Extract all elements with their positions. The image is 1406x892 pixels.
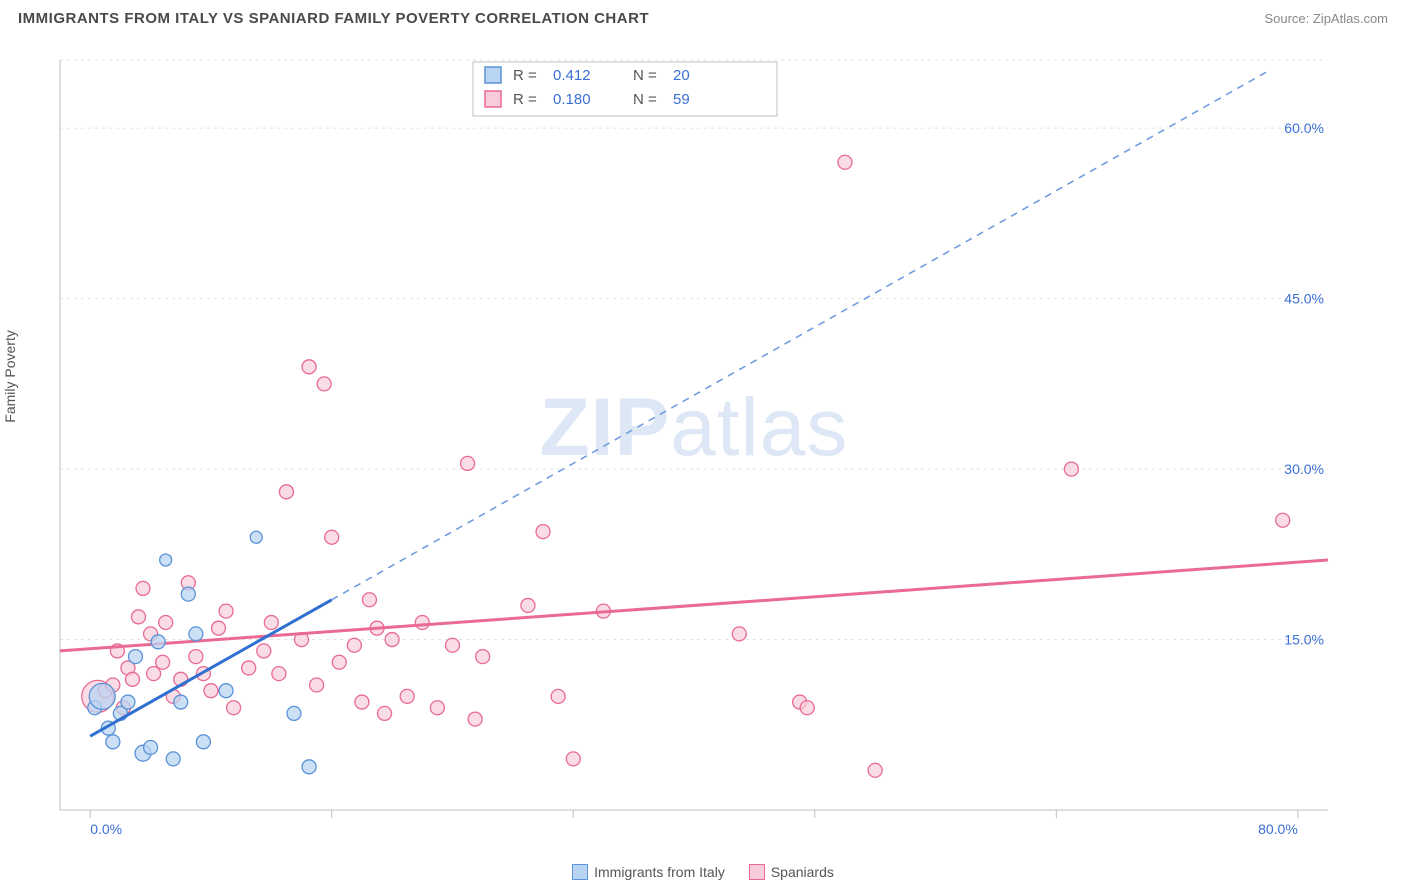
svg-text:N =: N = bbox=[633, 91, 657, 108]
svg-text:R =: R = bbox=[513, 91, 537, 108]
svg-text:60.0%: 60.0% bbox=[1284, 120, 1324, 136]
svg-text:80.0%: 80.0% bbox=[1258, 821, 1298, 837]
svg-text:45.0%: 45.0% bbox=[1284, 291, 1324, 307]
correlation-scatter-chart: 15.0% 30.0% 45.0% 60.0% 0.0% 80.0% ZIPatlas R =… bbox=[18, 40, 1348, 840]
svg-text:0.412: 0.412 bbox=[553, 67, 591, 84]
svg-text:30.0%: 30.0% bbox=[1284, 461, 1324, 477]
svg-text:0.180: 0.180 bbox=[553, 91, 591, 108]
svg-text:20: 20 bbox=[673, 67, 690, 84]
svg-text:59: 59 bbox=[673, 91, 690, 108]
series-legend: Immigrants from Italy Spaniards bbox=[18, 864, 1388, 880]
chart-source: Source: ZipAtlas.com bbox=[1264, 11, 1388, 26]
svg-text:ZIPatlas: ZIPatlas bbox=[540, 382, 849, 473]
svg-text:0.0%: 0.0% bbox=[90, 821, 122, 837]
legend-item: Immigrants from Italy bbox=[572, 864, 725, 880]
legend-swatch bbox=[572, 864, 588, 880]
svg-text:N =: N = bbox=[633, 67, 657, 84]
legend-item: Spaniards bbox=[749, 864, 834, 880]
legend-swatch bbox=[749, 864, 765, 880]
svg-text:R =: R = bbox=[513, 67, 537, 84]
y-axis-label: Family Poverty bbox=[2, 330, 18, 423]
svg-text:15.0%: 15.0% bbox=[1284, 632, 1324, 648]
chart-title: IMMIGRANTS FROM ITALY VS SPANIARD FAMILY… bbox=[18, 10, 649, 27]
